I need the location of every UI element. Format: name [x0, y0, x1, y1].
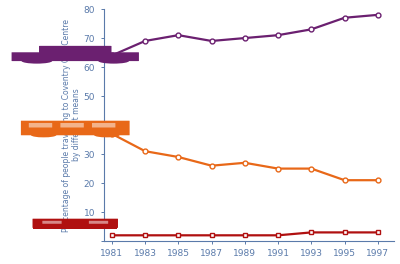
FancyBboxPatch shape: [92, 123, 115, 128]
Bar: [33, 227, 117, 229]
Y-axis label: Percentage of people travelling to Coventry City Centre
by different means: Percentage of people travelling to Coven…: [62, 18, 81, 232]
FancyBboxPatch shape: [39, 46, 112, 53]
FancyBboxPatch shape: [42, 221, 62, 224]
FancyBboxPatch shape: [32, 219, 118, 228]
Circle shape: [22, 58, 52, 64]
Circle shape: [98, 58, 129, 64]
FancyBboxPatch shape: [60, 123, 84, 128]
FancyBboxPatch shape: [89, 221, 108, 224]
Circle shape: [31, 133, 56, 137]
FancyBboxPatch shape: [12, 52, 139, 61]
FancyBboxPatch shape: [29, 123, 52, 128]
FancyBboxPatch shape: [21, 121, 130, 135]
Circle shape: [94, 133, 120, 137]
